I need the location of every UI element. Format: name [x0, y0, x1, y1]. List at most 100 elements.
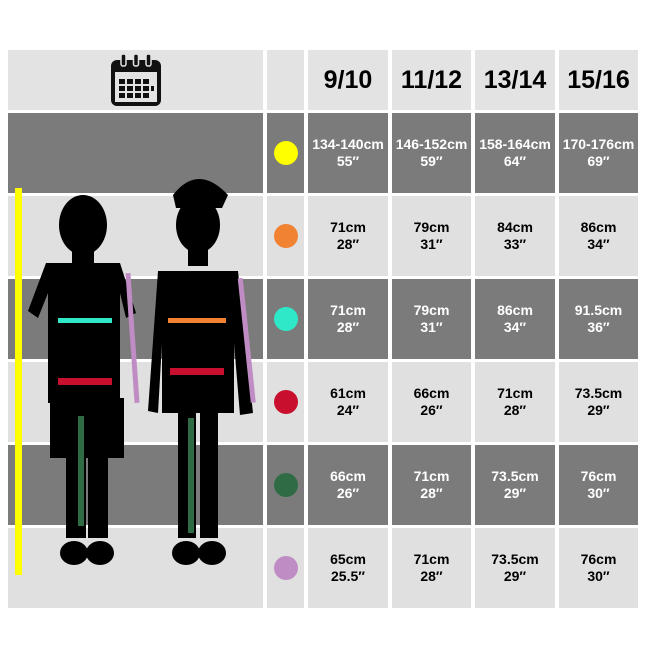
cm-value: 73.5cm — [491, 468, 539, 484]
size-header: 9/10 — [308, 50, 388, 110]
inch-value: 29″ — [503, 568, 527, 584]
measurement-cell: 79cm 31″ — [392, 196, 471, 276]
inch-value: 34″ — [587, 236, 610, 252]
measurement-cell: 91.5cm 36″ — [559, 279, 638, 359]
measure-color-cell — [267, 528, 304, 608]
measure-color-cell — [267, 445, 304, 525]
illustration-band — [8, 196, 263, 276]
illustration-band — [8, 279, 263, 359]
inch-value: 34″ — [503, 319, 527, 335]
inch-value: 28″ — [420, 485, 443, 501]
measure-color-dot — [273, 141, 298, 165]
cm-value: 71cm — [330, 302, 366, 318]
inch-value: 26″ — [420, 402, 443, 418]
measurement-cell: 61cm 24″ — [308, 362, 388, 442]
measurement-cell: 66cm 26″ — [392, 362, 471, 442]
measurement-cell: 79cm 31″ — [392, 279, 471, 359]
measurement-cell: 71cm 28″ — [475, 362, 555, 442]
measurement-cell: 86cm 34″ — [559, 196, 638, 276]
size-label: 11/12 — [400, 65, 463, 94]
size-label: 9/10 — [323, 65, 373, 94]
inch-value: 26″ — [336, 485, 360, 501]
cm-value: 73.5cm — [491, 551, 539, 567]
cm-value: 71cm — [413, 551, 450, 567]
inch-value: 29″ — [587, 402, 610, 418]
illustration-band — [8, 362, 263, 442]
measurement-cell: 71cm 28″ — [308, 279, 388, 359]
cm-value: 146-152cm — [395, 136, 468, 152]
inch-value: 28″ — [503, 402, 527, 418]
measurement-cell: 134-140cm 55″ — [308, 113, 388, 193]
measure-color-dot — [273, 556, 298, 580]
cm-value: 71cm — [497, 385, 533, 401]
header-blank-cell — [267, 50, 304, 110]
inch-value: 64″ — [503, 153, 527, 169]
measurement-cell: 73.5cm 29″ — [475, 528, 555, 608]
measurement-cell: 84cm 33″ — [475, 196, 555, 276]
size-header: 15/16 — [559, 50, 638, 110]
measurement-cell: 76cm 30″ — [559, 445, 638, 525]
measurement-cell: 76cm 30″ — [559, 528, 638, 608]
inch-value: 28″ — [420, 568, 443, 584]
measure-color-dot — [273, 473, 298, 497]
measure-color-cell — [267, 113, 304, 193]
cm-value: 71cm — [413, 468, 450, 484]
cm-value: 71cm — [330, 219, 366, 235]
inch-value: 30″ — [587, 485, 610, 501]
measurement-cell: 170-176cm 69″ — [559, 113, 638, 193]
inch-value: 36″ — [587, 319, 610, 335]
inch-value: 69″ — [587, 153, 610, 169]
measurement-cell: 65cm 25.5″ — [308, 528, 388, 608]
inch-value: 25.5″ — [331, 568, 365, 584]
size-label: 15/16 — [567, 65, 630, 94]
cm-value: 86cm — [497, 302, 533, 318]
cm-value: 66cm — [330, 468, 366, 484]
cm-value: 158-164cm — [479, 136, 551, 152]
inch-value: 33″ — [503, 236, 527, 252]
cm-value: 79cm — [413, 219, 450, 235]
inch-value: 31″ — [420, 236, 443, 252]
cm-value: 170-176cm — [562, 136, 635, 152]
measure-color-cell — [267, 196, 304, 276]
inch-value: 30″ — [587, 568, 610, 584]
measurement-cell: 73.5cm 29″ — [559, 362, 638, 442]
size-header: 11/12 — [392, 50, 471, 110]
cm-value: 65cm — [330, 551, 366, 567]
cm-value: 73.5cm — [574, 385, 623, 401]
measure-color-dot — [273, 224, 298, 248]
measure-color-dot — [273, 390, 298, 414]
measurement-cell: 86cm 34″ — [475, 279, 555, 359]
cm-value: 91.5cm — [574, 302, 623, 318]
measure-color-dot — [273, 307, 298, 331]
calendar-icon — [110, 53, 161, 106]
measure-color-cell — [267, 279, 304, 359]
inch-value: 29″ — [503, 485, 527, 501]
measurement-cell: 73.5cm 29″ — [475, 445, 555, 525]
size-chart-table: 9/10 11/12 13/14 15/16 134-140cm 55″ 146-1… — [8, 50, 638, 608]
illustration-band — [8, 445, 263, 525]
cm-value: 61cm — [330, 385, 366, 401]
inch-value: 31″ — [420, 319, 443, 335]
size-header: 13/14 — [475, 50, 555, 110]
illustration-band — [8, 113, 263, 193]
measurement-cell: 71cm 28″ — [308, 196, 388, 276]
inch-value: 28″ — [336, 236, 360, 252]
cm-value: 66cm — [413, 385, 450, 401]
measure-color-cell — [267, 362, 304, 442]
cm-value: 76cm — [580, 551, 617, 567]
inch-value: 59″ — [420, 153, 443, 169]
cm-value: 79cm — [413, 302, 450, 318]
inch-value: 28″ — [336, 319, 360, 335]
cm-value: 76cm — [580, 468, 617, 484]
inch-value: 24″ — [336, 402, 360, 418]
inch-value: 55″ — [336, 153, 360, 169]
measurement-cell: 71cm 28″ — [392, 528, 471, 608]
measurement-cell: 158-164cm 64″ — [475, 113, 555, 193]
measurement-cell: 71cm 28″ — [392, 445, 471, 525]
calendar-header-cell — [8, 50, 263, 110]
cm-value: 134-140cm — [312, 136, 384, 152]
measurement-cell: 66cm 26″ — [308, 445, 388, 525]
cm-value: 86cm — [580, 219, 617, 235]
illustration-band — [8, 528, 263, 608]
measurement-cell: 146-152cm 59″ — [392, 113, 471, 193]
